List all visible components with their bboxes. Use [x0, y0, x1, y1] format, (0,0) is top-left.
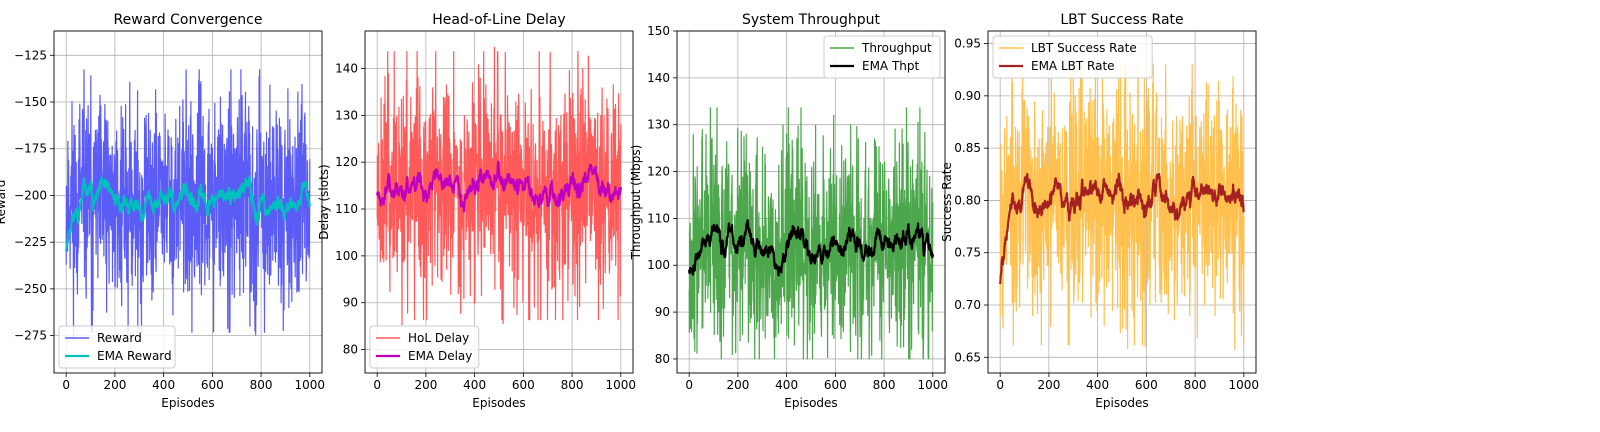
x-tick-label: 600 [1135, 378, 1158, 392]
legend-label: EMA Delay [408, 349, 472, 363]
y-tick-label: −250 [14, 282, 47, 296]
x-axis-label: Episodes [472, 396, 525, 410]
series-line-2 [65, 175, 311, 252]
axes-frame [53, 30, 323, 374]
legend: Throughput EMA Thpt [823, 35, 941, 79]
y-tick-label: 80 [343, 343, 358, 357]
y-tick-label: 0.90 [954, 89, 981, 103]
axes-frame [364, 30, 634, 374]
y-tick-label: 110 [335, 202, 358, 216]
y-tick-label: 0.65 [954, 350, 981, 364]
y-tick-label: −275 [14, 329, 47, 343]
axes-frame [987, 30, 1257, 374]
y-tick-label: 140 [335, 61, 358, 75]
legend-box [58, 325, 176, 369]
y-tick-label: −200 [14, 188, 47, 202]
legend: Reward EMA Reward [58, 325, 176, 369]
legend-label: Reward [97, 331, 142, 345]
y-tick-label: 80 [655, 352, 670, 366]
y-axis-label: Delay (slots) [317, 164, 331, 239]
x-tick-label: 600 [512, 378, 535, 392]
y-tick-label: 0.75 [954, 246, 981, 260]
x-tick-label: 0 [685, 378, 693, 392]
chart-title: Head-of-Line Delay [432, 12, 565, 28]
series-line-2 [376, 160, 622, 213]
legend-label: EMA LBT Rate [1031, 59, 1115, 73]
series-line-2 [999, 172, 1245, 285]
y-tick-label: 0.70 [954, 298, 981, 312]
y-tick-label: 90 [655, 305, 670, 319]
y-axis-label: Reward [0, 180, 8, 225]
x-axis-label: Episodes [784, 396, 837, 410]
chart-title: LBT Success Rate [1060, 12, 1183, 28]
x-tick-label: 600 [824, 378, 847, 392]
legend-label: Throughput [861, 41, 932, 55]
y-axis-label: Throughput (Mbps) [629, 145, 643, 261]
y-tick-label: 140 [647, 71, 670, 85]
y-tick-label: 0.95 [954, 37, 981, 51]
axes-frame [676, 30, 946, 374]
x-tick-label: 0 [996, 378, 1004, 392]
x-tick-label: 1000 [1229, 378, 1260, 392]
y-tick-label: 150 [647, 24, 670, 38]
x-tick-label: 800 [1184, 378, 1207, 392]
x-tick-label: 1000 [295, 378, 326, 392]
x-tick-label: 600 [201, 378, 224, 392]
x-tick-label: 200 [726, 378, 749, 392]
x-tick-label: 200 [1037, 378, 1060, 392]
y-tick-label: 100 [335, 249, 358, 263]
legend-box [992, 35, 1153, 79]
x-tick-label: 400 [1086, 378, 1109, 392]
x-tick-label: 800 [873, 378, 896, 392]
y-tick-label: −175 [14, 142, 47, 156]
y-tick-label: 90 [343, 296, 358, 310]
x-tick-label: 800 [561, 378, 584, 392]
y-tick-label: 120 [335, 155, 358, 169]
x-tick-label: 1000 [606, 378, 637, 392]
y-axis-label: Success Rate [940, 162, 954, 242]
y-tick-label: 0.80 [954, 193, 981, 207]
x-tick-label: 800 [250, 378, 273, 392]
series-line-1 [65, 69, 311, 340]
x-tick-label: 200 [103, 378, 126, 392]
x-tick-label: 400 [463, 378, 486, 392]
y-tick-label: −125 [14, 48, 47, 62]
legend-box [369, 325, 480, 369]
x-axis-label: Episodes [1095, 396, 1148, 410]
x-tick-label: 400 [775, 378, 798, 392]
chart-title: Reward Convergence [114, 12, 263, 28]
y-tick-label: 110 [647, 211, 670, 225]
x-tick-label: 0 [373, 378, 381, 392]
legend: HoL Delay EMA Delay [369, 325, 480, 369]
y-tick-label: 130 [335, 108, 358, 122]
series-line-2 [688, 219, 934, 277]
series-line-1 [999, 63, 1245, 350]
y-tick-label: 0.85 [954, 141, 981, 155]
chart-panel-3: 0 200 400 600 800 1000 80 90 100 110 120 130 140 150 S… [629, 12, 948, 410]
x-tick-label: 400 [152, 378, 175, 392]
y-tick-label: 130 [647, 118, 670, 132]
x-tick-label: 0 [62, 378, 70, 392]
legend-label: HoL Delay [408, 331, 469, 345]
legend: LBT Success Rate EMA LBT Rate [992, 35, 1153, 79]
legend-label: EMA Reward [97, 349, 172, 363]
chart-panel-1: 0 200 400 600 800 1000 −275 −250 −225 −200 −175 −15… [0, 12, 325, 410]
y-tick-label: 100 [647, 258, 670, 272]
x-tick-label: 1000 [918, 378, 949, 392]
chart-panel-4: 0 200 400 600 800 1000 0.65 0.70 0.75 0.80 0.85 0.9… [940, 12, 1259, 410]
legend-label: LBT Success Rate [1031, 41, 1137, 55]
chart-title: System Throughput [742, 12, 880, 28]
y-tick-label: 120 [647, 165, 670, 179]
y-tick-label: −225 [14, 235, 47, 249]
legend-box [823, 35, 941, 79]
legend-label: EMA Thpt [862, 59, 920, 73]
y-tick-label: −150 [14, 95, 47, 109]
x-tick-label: 200 [414, 378, 437, 392]
chart-panel-2: 0 200 400 600 800 1000 80 90 100 110 120 130 140 Head… [317, 12, 636, 410]
series-line-1 [376, 46, 622, 326]
x-axis-label: Episodes [161, 396, 214, 410]
series-line-1 [688, 107, 934, 360]
